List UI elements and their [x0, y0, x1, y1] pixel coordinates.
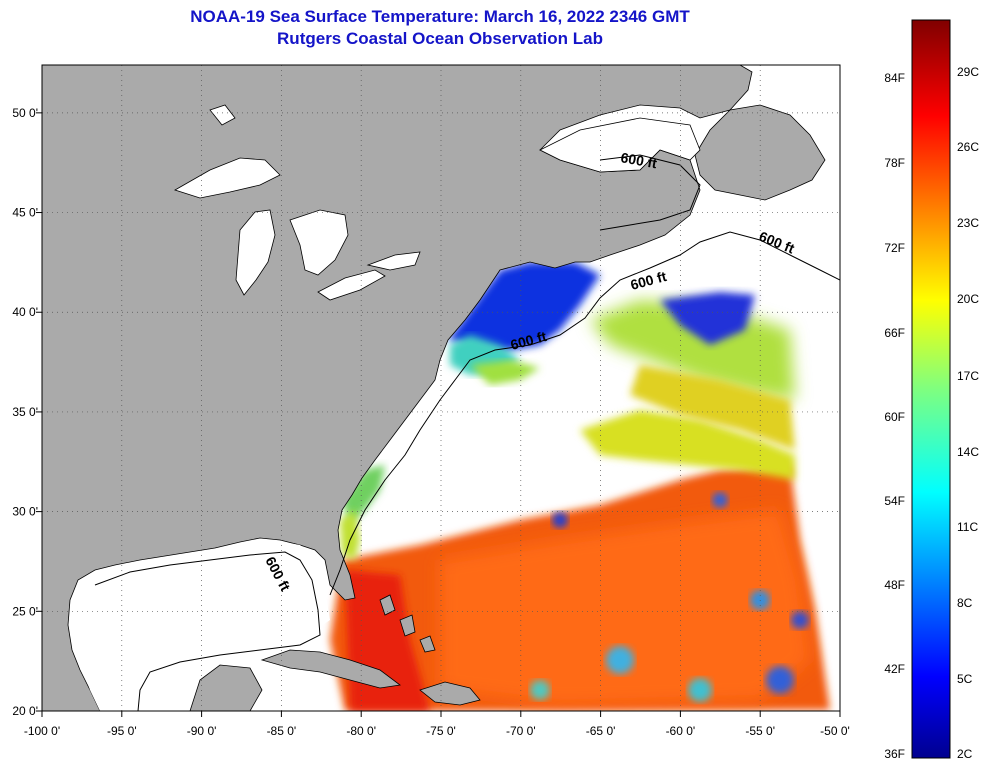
lon-tick-label: -75 0'	[426, 724, 456, 738]
isobath-600ft	[94, 154, 840, 711]
title-line-2: Rutgers Coastal Ocean Observation Lab	[277, 29, 603, 48]
lon-tick-label: -65 0'	[586, 724, 616, 738]
land	[42, 65, 826, 711]
isobath-label-newfoundland: 600 ft	[619, 149, 658, 171]
title-line-1: NOAA-19 Sea Surface Temperature: March 1…	[190, 7, 690, 26]
gulf-of-st-lawrence	[539, 117, 701, 173]
gulf-of-mexico	[76, 540, 330, 711]
lat-tick-label: 45 0'	[12, 206, 38, 220]
lon-tick-label: -50 0'	[820, 724, 850, 738]
lat-tick-label: 35 0'	[12, 405, 38, 419]
great-lakes	[174, 104, 421, 301]
lon-tick-label: -100 0'	[24, 724, 60, 738]
lon-tick-label: -95 0'	[107, 724, 137, 738]
lon-tick-label: -60 0'	[666, 724, 696, 738]
lon-tick-label: -90 0'	[187, 724, 217, 738]
lat-tick-label: 20 0'	[12, 704, 38, 718]
map-title: NOAA-19 Sea Surface Temperature: March 1…	[0, 6, 880, 50]
lon-tick-label: -80 0'	[346, 724, 376, 738]
lat-tick-label: 50 0'	[12, 106, 38, 120]
lon-tick-label: -70 0'	[506, 724, 536, 738]
lat-tick-label: 40 0'	[12, 305, 38, 319]
lon-tick-label: -85 0'	[267, 724, 297, 738]
lat-tick-label: 25 0'	[12, 604, 38, 618]
lat-tick-label: 30 0'	[12, 505, 38, 519]
lon-tick-label: -55 0'	[745, 724, 775, 738]
graticule	[42, 65, 840, 711]
